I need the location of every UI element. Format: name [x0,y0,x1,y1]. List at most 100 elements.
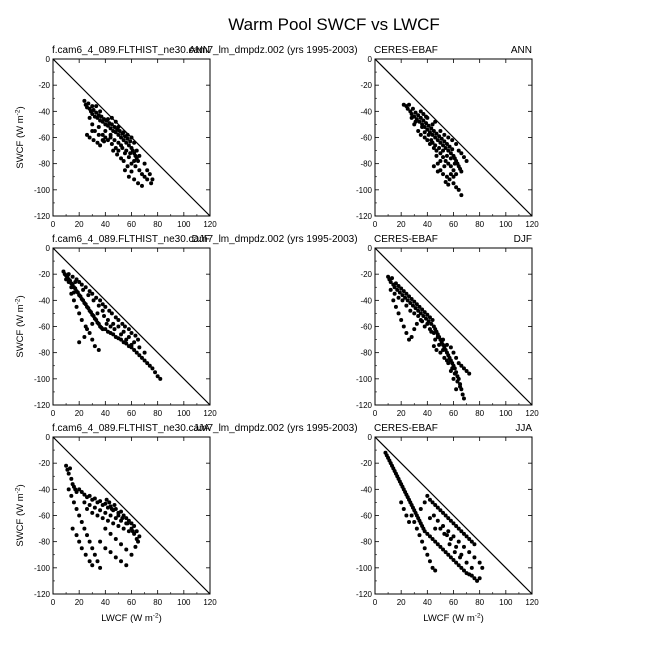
scatter-point [430,500,435,505]
scatter-point [95,140,100,145]
scatter-point [119,135,124,140]
scatter-point [459,529,464,534]
scatter-point [91,138,96,143]
scatter-point [137,153,142,158]
scatter-point [108,126,113,131]
x-tick-label: 60 [449,220,458,229]
scatter-point [456,563,461,568]
scatter-points [82,98,155,188]
scatter-point [422,130,427,135]
scatter-point [442,139,447,144]
scatter-point [129,521,134,526]
y-tick-label: -100 [34,186,51,195]
x-tick-label: 0 [373,598,378,607]
scatter-point [92,505,97,510]
scatter-point [433,503,438,508]
scatter-point [103,526,108,531]
scatter-point [91,108,96,113]
scatter-point [98,298,103,303]
scatter-point [452,550,457,555]
scatter-point [434,348,439,353]
scatter-point [409,111,414,116]
x-tick-label: 0 [373,220,378,229]
scatter-point [121,130,126,135]
scatter-point [105,117,110,122]
scatter-point [81,287,86,292]
panel-left-label: CERES-EBAF [374,423,438,434]
scatter-point [108,135,113,140]
scatter-point [82,492,87,497]
panel-right-label: DJF [192,234,210,245]
scatter-point [85,327,90,332]
scatter-point [103,128,108,133]
panels: f.cam6_4_089.FLTHIST_ne30.cam7_lm_dmpdz.… [15,45,540,624]
scatter-point [111,148,116,153]
y-tick-label: -120 [356,590,373,599]
scatter-point [87,135,92,140]
scatter-point [134,537,139,542]
reference-line [52,436,211,595]
y-tick-label: -60 [360,512,372,521]
scatter-point [142,174,147,179]
scatter-point [124,563,129,568]
scatter-point [120,321,125,326]
x-tick-label: 60 [127,220,136,229]
panel-left-label: CERES-EBAF [374,45,438,56]
y-tick-label: -80 [38,538,50,547]
scatter-point [433,135,438,140]
scatter-point [461,396,466,401]
scatter-point [427,497,432,502]
scatter-point [405,106,410,111]
scatter-point [139,355,144,360]
scatter-point [469,539,474,544]
scatter-point [420,319,425,324]
scatter-point [409,334,414,339]
scatter-point [392,291,397,296]
scatter-point [90,111,95,116]
scatter-point [469,565,474,570]
scatter-point [85,506,90,511]
scatter-point [132,348,137,353]
scatter-point [448,172,453,177]
x-axis-label: LWCF (W m-2) [101,613,161,625]
scatter-point [403,295,408,300]
scatter-point [451,376,456,381]
scatter-point [109,311,114,316]
scatter-point [448,345,453,350]
scatter-point [430,132,435,137]
scatter-point [431,128,436,133]
scatter-point [459,151,464,156]
scatter-point [129,169,134,174]
scatter-point [90,546,95,551]
y-tick-label: -80 [360,538,372,547]
scatter-point [103,546,108,551]
scatter-point [90,122,95,127]
scatter-point [437,134,442,139]
scatter-point [70,526,75,531]
scatter-point [103,135,108,140]
scatter-point [117,128,122,133]
scatter-point [438,128,443,133]
scatter-point [451,521,456,526]
scatter-point [132,523,137,528]
scatter-point [129,342,134,347]
x-tick-label: 120 [203,409,217,418]
scatter-point [100,516,105,521]
panel-6: CERES-EBAF JJA 0 20 40 60 80 100 120 0 -20 -40 -60 -8… [356,423,539,624]
scatter-point [430,317,435,322]
y-tick-label: -20 [38,270,50,279]
scatter-point [409,297,414,302]
scatter-point [77,340,82,345]
scatter-point [71,500,76,505]
scatter-point [416,113,421,118]
scatter-points [383,450,485,583]
scatter-point [82,500,87,505]
y-tick-label: -20 [360,81,372,90]
scatter-point [430,537,435,542]
scatter-point [129,331,134,336]
scatter-point [451,534,456,539]
scatter-point [90,321,95,326]
scatter-point [441,148,446,153]
scatter-point [450,138,455,143]
scatter-point [454,172,459,177]
